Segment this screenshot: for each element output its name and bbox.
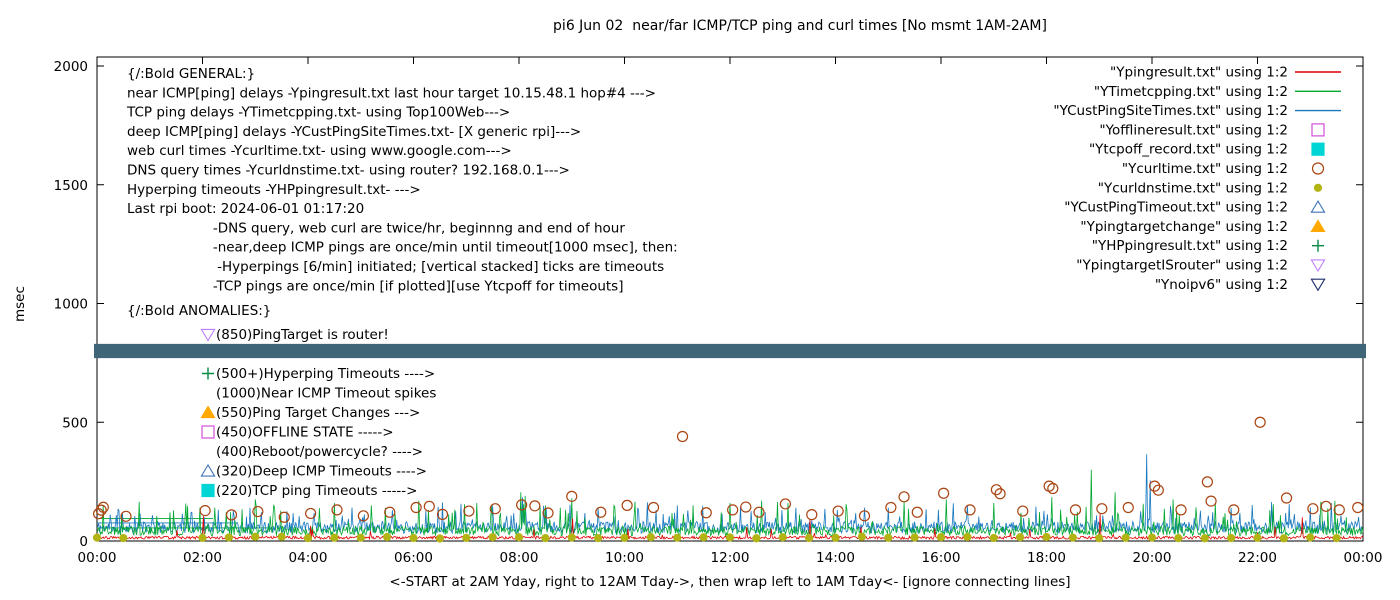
legend-label: "Ypingresult.txt" using 1:2 [1110,65,1288,81]
pingtarget-is-router-band [94,343,1366,359]
x-tick-label: 14:00 [816,550,855,566]
x-tick-label: 22:00 [1238,550,1277,566]
y-tick-label: 1500 [54,178,88,194]
legend-label: "Ypingtargetchange" using 1:2 [1080,219,1288,235]
scatter-Ycurltime.txt [92,416,1364,523]
general-note-line: -TCP pings are once/min [if plotted][use… [127,278,623,294]
general-note-line: -DNS query, web curl are twice/hr, begin… [127,220,625,236]
y-tick-label: 1000 [54,297,88,313]
legend-label: "YTimetcpping.txt" using 1:2 [1094,84,1288,100]
x-tick-label: 02:00 [183,550,222,566]
anomalies-header: {/:Bold ANOMALIES:} [127,303,271,319]
legend-label: "Ynoipv6" using 1:2 [1155,277,1288,293]
anomaly-note-line: (500+)Hyperping Timeouts ----> [216,366,435,382]
general-note-line: -Hyperpings [6/min] initiated; [vertical… [127,259,664,275]
y-axis-label: msec [12,286,28,322]
general-note-line: Last rpi boot: 2024-06-01 01:17:20 [127,201,364,217]
general-note-line: {/:Bold GENERAL:} [127,66,255,82]
axes: 0 500 1000 1500 2000 00:00 02:00 04:00 06:00 08:0… [54,56,1383,566]
anomaly-note-line: (400)Reboot/powercycle? ----> [216,444,423,460]
x-tick-label: 00:00 [1344,550,1383,566]
general-note-line: near ICMP[ping] delays -Ypingresult.txt … [127,85,656,101]
general-note-line: -near,deep ICMP pings are once/min until… [127,240,678,256]
x-tick-label: 04:00 [289,550,328,566]
x-tick-label: 18:00 [1027,550,1066,566]
anomaly-note-line: (320)Deep ICMP Timeouts ----> [216,464,427,480]
anomaly-note-line: (850)PingTarget is router! [216,327,389,343]
general-note-line: DNS query times -Ycurldnstime.txt- using… [127,163,570,179]
x-tick-label: 12:00 [711,550,750,566]
x-tick-label: 06:00 [394,550,433,566]
general-note-line: deep ICMP[ping] delays -YCustPingSiteTim… [127,124,581,140]
x-tick-label: 10:00 [605,550,644,566]
x-tick-label: 00:00 [78,550,117,566]
legend-label: "Ycurldnstime.txt" using 1:2 [1098,180,1288,196]
x-tick-label: 08:00 [500,550,539,566]
y-tick-label: 500 [62,415,88,431]
anomaly-note-line: (450)OFFLINE STATE -----> [216,425,394,441]
scatter-Ycurldnstime.txt [92,532,1341,543]
general-note-line: TCP ping delays -YTimetcpping.txt- using… [126,105,510,121]
x-axis-label: <-START at 2AM Yday, right to 12AM Tday-… [389,574,1071,590]
x-tick-label: 16:00 [922,550,961,566]
legend-label: "YCustPingTimeout.txt" using 1:2 [1064,200,1288,216]
y-tick-label: 0 [79,534,88,550]
legend-label: "Yofflineresult.txt" using 1:2 [1099,122,1288,138]
legend-label: "YHPpingresult.txt" using 1:2 [1092,238,1288,254]
series-YTimetcpping.txt [96,469,1364,538]
x-tick-label: 20:00 [1133,550,1172,566]
legend-label: "Ycurltime.txt" using 1:2 [1122,161,1288,177]
general-note-line: web curl times -Ycurltime.txt- using www… [127,143,512,159]
y-tick-label: 2000 [54,59,88,75]
general-note-line: Hyperping timeouts -YHPpingresult.txt- -… [127,182,421,198]
anomaly-note-line: (220)TCP ping Timeouts -----> [216,483,418,499]
chart-title: pi6 Jun 02 near/far ICMP/TCP ping and cu… [553,18,1047,34]
annotations: {/:Bold GENERAL:} near ICMP[ping] delays … [126,66,678,499]
anomaly-note-line: (550)Ping Target Changes ---> [216,405,420,421]
anomaly-note-line: (1000)Near ICMP Timeout spikes [216,386,436,402]
legend-label: "YpingtargetISrouter" using 1:2 [1076,258,1288,274]
legend: "Ypingresult.txt" using 1:2 "YTimetcpping… [1053,65,1341,293]
legend-label: "Ytcpoff_record.txt" using 1:2 [1089,142,1288,158]
legend-label: "YCustPingSiteTimes.txt" using 1:2 [1053,103,1288,119]
